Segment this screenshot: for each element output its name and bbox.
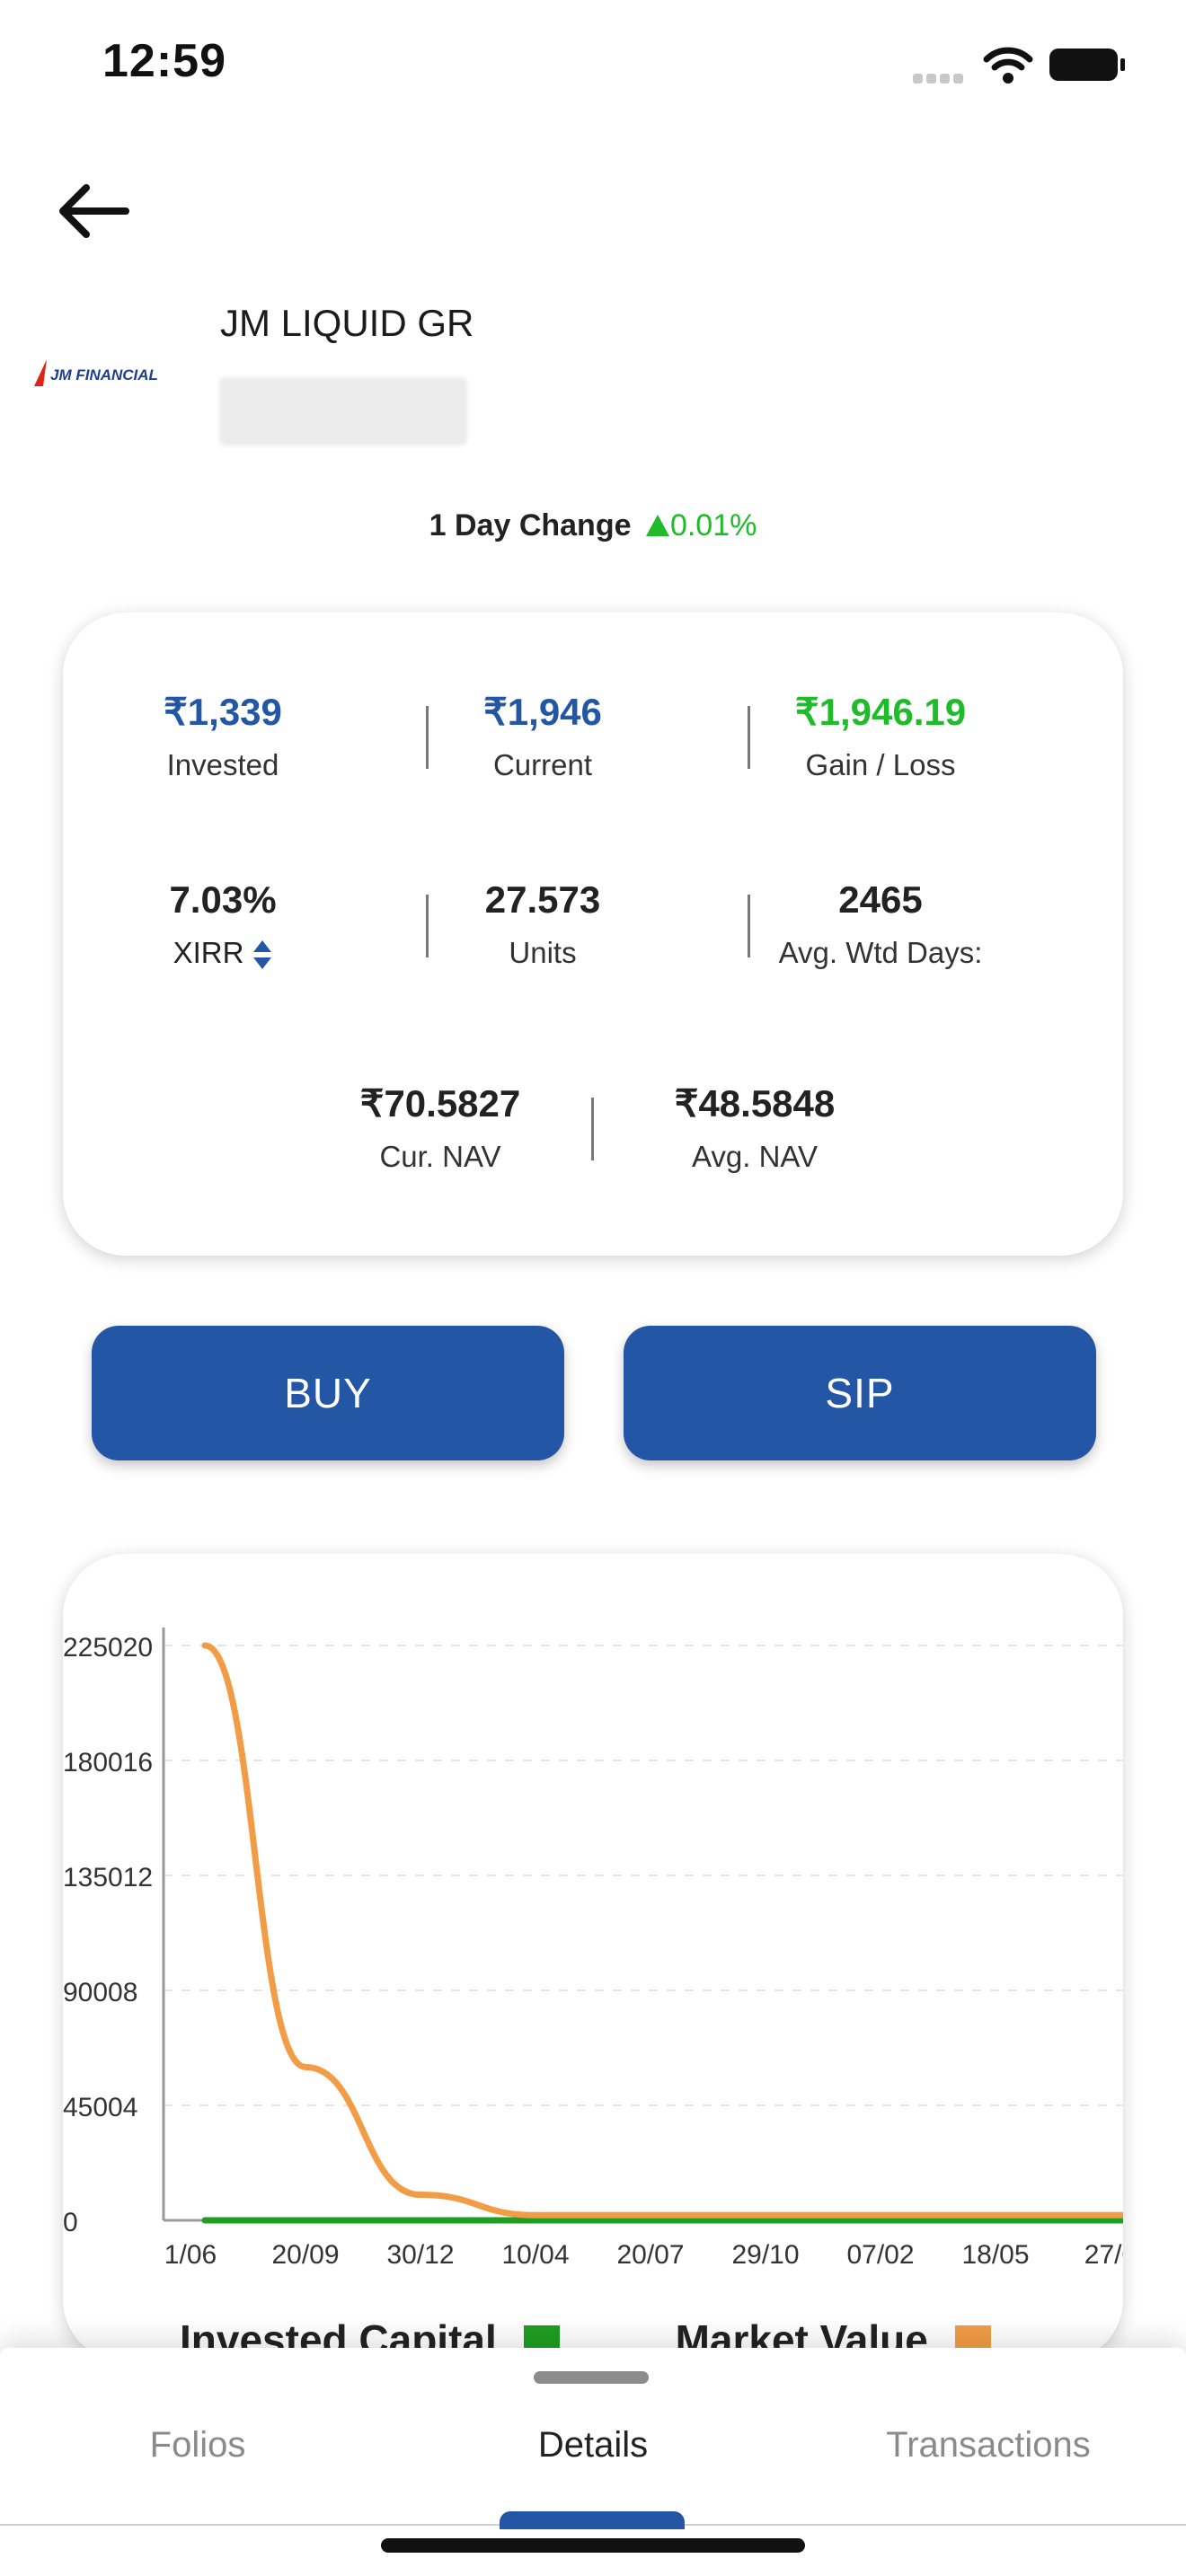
x-tick-label: 1/06 xyxy=(164,2240,217,2270)
divider xyxy=(426,706,429,769)
series-line-market-value xyxy=(201,1642,1123,2219)
x-tick-label: 27/0 xyxy=(1084,2240,1123,2270)
x-tick-label: 07/02 xyxy=(846,2240,914,2270)
y-tick-label: 45004 xyxy=(63,2093,137,2122)
x-tick-label: 20/07 xyxy=(616,2240,684,2270)
divider xyxy=(748,706,750,769)
divider xyxy=(591,1098,594,1160)
day-change: 1 Day Change 0.01% xyxy=(0,508,1186,543)
sheet-grabber[interactable] xyxy=(534,2371,649,2384)
active-tab-indicator xyxy=(500,2511,685,2529)
day-change-value: 0.01% xyxy=(669,508,757,543)
divider xyxy=(426,895,429,957)
x-tick-label: 10/04 xyxy=(501,2240,569,2270)
back-arrow-icon[interactable] xyxy=(54,180,135,243)
current-value: ₹1,946 xyxy=(483,691,602,733)
x-tick-label: 18/05 xyxy=(961,2240,1029,2270)
fund-name: JM LIQUID GR xyxy=(220,302,474,344)
xirr-value: 7.03% xyxy=(169,878,277,921)
tab-transactions[interactable]: Transactions xyxy=(886,2425,1091,2465)
x-tick-label: 29/10 xyxy=(731,2240,799,2270)
avg-wtd-days-value: 2465 xyxy=(838,878,923,921)
avg-nav-stat: ₹48.5848 Avg. NAV xyxy=(638,1081,872,1174)
divider xyxy=(748,895,750,957)
day-change-label: 1 Day Change xyxy=(429,508,632,543)
battery-tip xyxy=(1120,58,1125,71)
portfolio-value-chart: 225020 180016 135012 90008 45004 0 1/06 20/09 30… xyxy=(63,1628,1123,2270)
x-tick-label: 30/12 xyxy=(386,2240,454,2270)
xirr-label: XIRR xyxy=(173,936,244,969)
invested-stat: ₹1,339 Invested xyxy=(115,690,331,782)
invested-value: ₹1,339 xyxy=(164,691,282,733)
logo-text: JM FINANCIAL xyxy=(50,366,158,384)
buy-button[interactable]: BUY xyxy=(92,1326,564,1460)
avg-nav-label: Avg. NAV xyxy=(691,1140,818,1173)
tab-folios[interactable]: Folios xyxy=(149,2425,246,2465)
xirr-stat[interactable]: 7.03% XIRR xyxy=(115,878,331,970)
units-label: Units xyxy=(509,936,577,969)
wifi-icon xyxy=(983,47,1033,84)
xirr-label-row: XIRR xyxy=(115,936,331,970)
bottom-tab-sheet xyxy=(0,2348,1186,2576)
current-stat: ₹1,946 Current xyxy=(435,690,651,782)
avg-wtd-days-stat: 2465 Avg. Wtd Days: xyxy=(746,878,1015,970)
y-tick-label: 135012 xyxy=(63,1863,153,1892)
chart-card: 225020 180016 135012 90008 45004 0 1/06 20/09 30… xyxy=(63,1554,1123,2362)
cellular-signal-icon xyxy=(913,72,970,84)
gain-loss-stat: ₹1,946.19 Gain / Loss xyxy=(746,690,1015,782)
units-stat: 27.573 Units xyxy=(435,878,651,970)
x-tick-label: 20/09 xyxy=(271,2240,339,2270)
y-tick-label: 90008 xyxy=(63,1978,137,2007)
sip-button[interactable]: SIP xyxy=(624,1326,1096,1460)
tab-details[interactable]: Details xyxy=(537,2425,649,2465)
status-time: 12:59 xyxy=(102,35,226,87)
day-change-indicator: 0.01% xyxy=(640,508,757,543)
home-indicator[interactable] xyxy=(381,2538,805,2553)
gain-loss-value: ₹1,946.19 xyxy=(794,691,967,733)
avg-nav-value: ₹48.5848 xyxy=(674,1082,836,1125)
sort-icon[interactable] xyxy=(252,940,272,970)
cur-nav-label: Cur. NAV xyxy=(379,1140,501,1173)
invested-label: Invested xyxy=(166,748,279,781)
fund-house-logo: JM FINANCIAL xyxy=(32,356,167,392)
redacted-subtitle xyxy=(219,377,467,446)
gain-loss-label: Gain / Loss xyxy=(805,748,956,781)
units-value: 27.573 xyxy=(484,878,601,921)
avg-wtd-days-label: Avg. Wtd Days: xyxy=(778,936,983,969)
y-tick-label: 0 xyxy=(63,2208,78,2237)
holding-summary-card: ₹1,339 Invested ₹1,946 Current ₹1,946.19… xyxy=(63,613,1123,1256)
y-tick-label: 225020 xyxy=(63,1633,153,1663)
current-label: Current xyxy=(492,748,593,781)
battery-icon xyxy=(1049,49,1118,81)
cur-nav-stat: ₹70.5827 Cur. NAV xyxy=(332,1081,548,1174)
triangle-up-icon xyxy=(645,515,669,536)
y-tick-label: 180016 xyxy=(63,1748,153,1778)
cur-nav-value: ₹70.5827 xyxy=(359,1082,521,1125)
